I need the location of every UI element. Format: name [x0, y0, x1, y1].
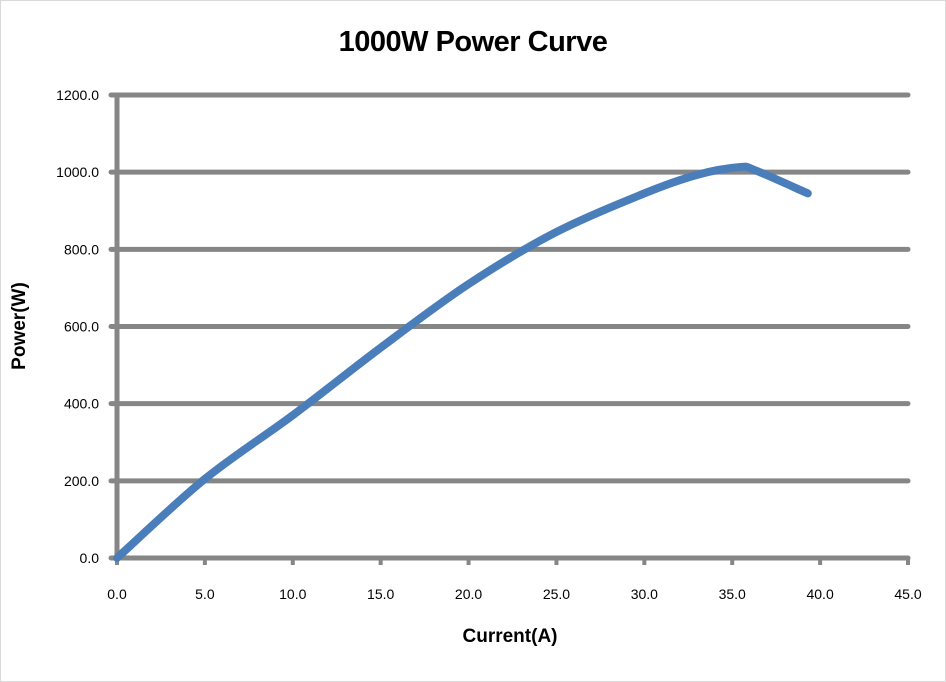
x-tick-label: 40.0 [806, 586, 833, 602]
y-tick-label: 1200.0 [56, 87, 99, 103]
chart-title: 1000W Power Curve [338, 26, 608, 58]
y-tick-label: 800.0 [64, 241, 99, 257]
x-tick-label: 0.0 [107, 586, 127, 602]
y-tick-label: 200.0 [64, 473, 99, 489]
x-tick-label: 15.0 [367, 586, 394, 602]
x-tick-label: 5.0 [195, 586, 215, 602]
y-tick-label: 1000.0 [56, 164, 99, 180]
x-tick-label: 25.0 [543, 586, 570, 602]
y-tick-label: 400.0 [64, 396, 99, 412]
x-axis-label: Current(A) [462, 626, 558, 647]
x-tick-label: 20.0 [455, 586, 482, 602]
series-line [113, 162, 812, 562]
x-tick-label: 45.0 [894, 586, 921, 602]
y-tick-label: 0.0 [80, 550, 100, 566]
x-tick-label: 35.0 [719, 586, 746, 602]
y-tick-label: 600.0 [64, 319, 99, 335]
x-tick-label: 30.0 [631, 586, 658, 602]
x-tick-label: 10.0 [279, 586, 306, 602]
